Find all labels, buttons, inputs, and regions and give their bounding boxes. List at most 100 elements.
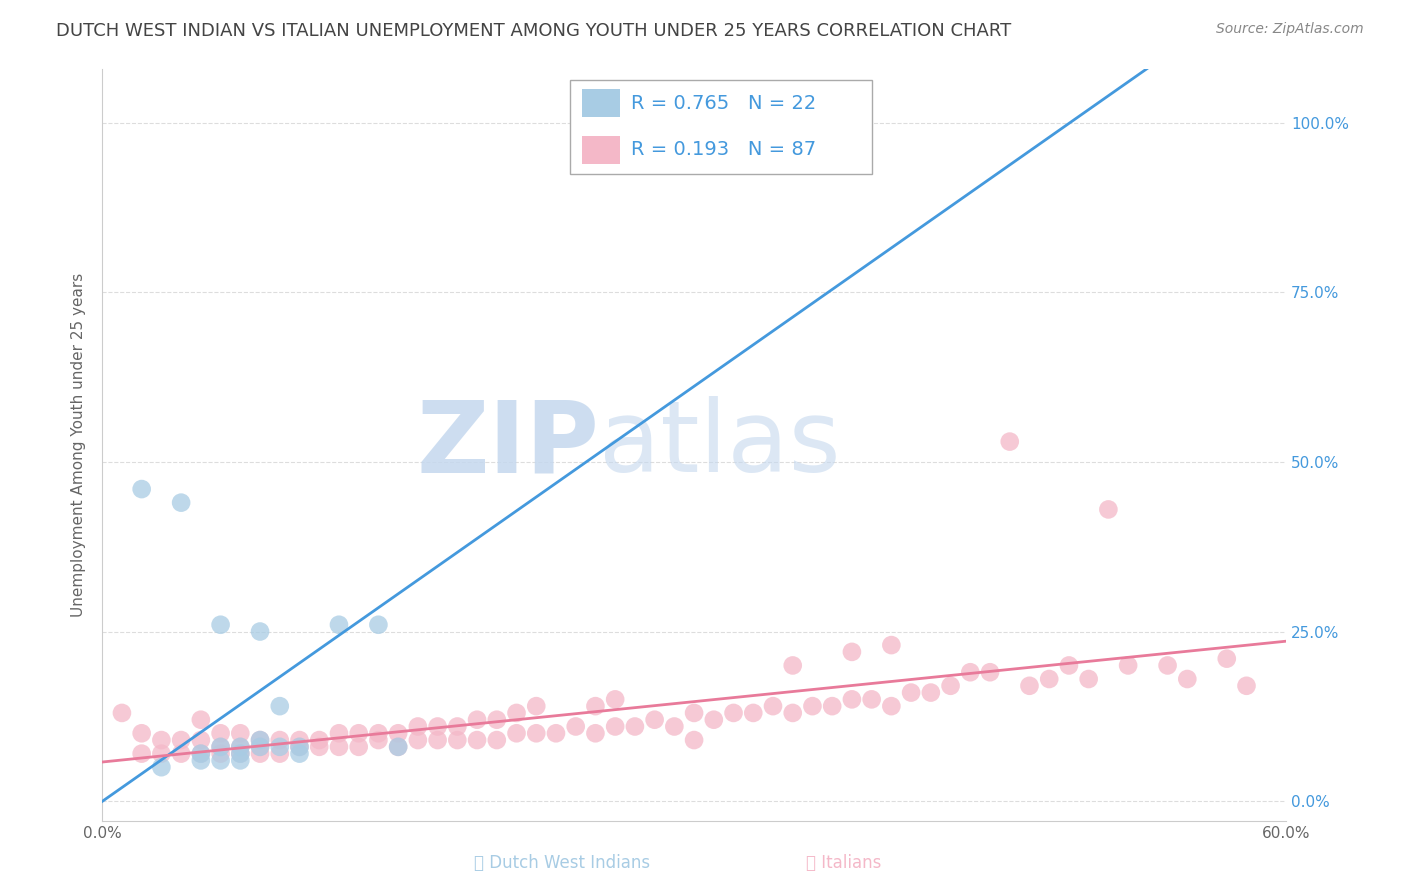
- Point: [209, 747, 232, 761]
- Text: ⬛ Dutch West Indians: ⬛ Dutch West Indians: [474, 855, 651, 872]
- Point: [229, 747, 252, 761]
- Point: [328, 617, 350, 632]
- Point: [485, 733, 508, 747]
- Point: [505, 706, 527, 720]
- Point: [249, 747, 271, 761]
- Point: [880, 699, 903, 714]
- Point: [446, 733, 468, 747]
- Point: [1097, 502, 1119, 516]
- Point: [762, 699, 785, 714]
- Point: [249, 733, 271, 747]
- Point: [821, 699, 844, 714]
- Text: ⬛ Italians: ⬛ Italians: [806, 855, 882, 872]
- Point: [150, 733, 173, 747]
- Point: [426, 733, 449, 747]
- Point: [465, 713, 488, 727]
- Point: [485, 713, 508, 727]
- Point: [229, 726, 252, 740]
- Point: [131, 726, 153, 740]
- Point: [269, 739, 291, 754]
- Point: [308, 733, 330, 747]
- Point: [269, 699, 291, 714]
- Point: [249, 733, 271, 747]
- Point: [209, 753, 232, 767]
- Point: [288, 747, 311, 761]
- Point: [367, 733, 389, 747]
- Point: [841, 136, 863, 150]
- Point: [841, 645, 863, 659]
- Text: DUTCH WEST INDIAN VS ITALIAN UNEMPLOYMENT AMONG YOUTH UNDER 25 YEARS CORRELATION: DUTCH WEST INDIAN VS ITALIAN UNEMPLOYMEN…: [56, 22, 1011, 40]
- Point: [920, 685, 942, 699]
- Point: [387, 739, 409, 754]
- Point: [544, 726, 567, 740]
- Point: [723, 706, 745, 720]
- Point: [170, 747, 193, 761]
- Point: [998, 434, 1021, 449]
- Point: [1156, 658, 1178, 673]
- Point: [209, 739, 232, 754]
- Point: [801, 699, 824, 714]
- Point: [1116, 658, 1139, 673]
- Point: [683, 733, 706, 747]
- Point: [150, 760, 173, 774]
- Text: atlas: atlas: [599, 396, 841, 493]
- Point: [465, 733, 488, 747]
- Point: [209, 726, 232, 740]
- Point: [939, 679, 962, 693]
- Point: [1236, 679, 1258, 693]
- Point: [288, 739, 311, 754]
- Point: [782, 658, 804, 673]
- Point: [229, 739, 252, 754]
- Y-axis label: Unemployment Among Youth under 25 years: Unemployment Among Youth under 25 years: [72, 273, 86, 617]
- Point: [308, 739, 330, 754]
- Point: [288, 733, 311, 747]
- Point: [524, 699, 547, 714]
- Point: [1175, 672, 1198, 686]
- Point: [959, 665, 981, 680]
- Point: [170, 496, 193, 510]
- Point: [1018, 679, 1040, 693]
- Point: [564, 719, 586, 733]
- Point: [1057, 658, 1080, 673]
- Point: [664, 719, 686, 733]
- Point: [1077, 672, 1099, 686]
- Text: ZIP: ZIP: [416, 396, 599, 493]
- Point: [190, 747, 212, 761]
- Point: [111, 706, 134, 720]
- Point: [524, 726, 547, 740]
- Point: [209, 617, 232, 632]
- Point: [209, 739, 232, 754]
- Point: [170, 733, 193, 747]
- Point: [190, 713, 212, 727]
- Point: [860, 692, 883, 706]
- Point: [703, 713, 725, 727]
- FancyBboxPatch shape: [582, 89, 620, 118]
- Point: [328, 726, 350, 740]
- Point: [387, 739, 409, 754]
- Point: [190, 753, 212, 767]
- Point: [131, 482, 153, 496]
- Point: [347, 726, 370, 740]
- Point: [605, 719, 627, 733]
- Point: [190, 733, 212, 747]
- Point: [1038, 672, 1060, 686]
- Point: [367, 617, 389, 632]
- Point: [229, 739, 252, 754]
- Point: [229, 753, 252, 767]
- Point: [229, 747, 252, 761]
- Point: [583, 699, 606, 714]
- Point: [249, 739, 271, 754]
- Point: [644, 713, 666, 727]
- Point: [387, 726, 409, 740]
- Point: [249, 739, 271, 754]
- Point: [505, 726, 527, 740]
- Point: [288, 739, 311, 754]
- Point: [605, 692, 627, 706]
- Text: R = 0.193   N = 87: R = 0.193 N = 87: [631, 140, 817, 160]
- Point: [328, 739, 350, 754]
- FancyBboxPatch shape: [569, 79, 872, 174]
- Point: [131, 747, 153, 761]
- Point: [880, 638, 903, 652]
- Point: [406, 733, 429, 747]
- Text: R = 0.765   N = 22: R = 0.765 N = 22: [631, 94, 817, 112]
